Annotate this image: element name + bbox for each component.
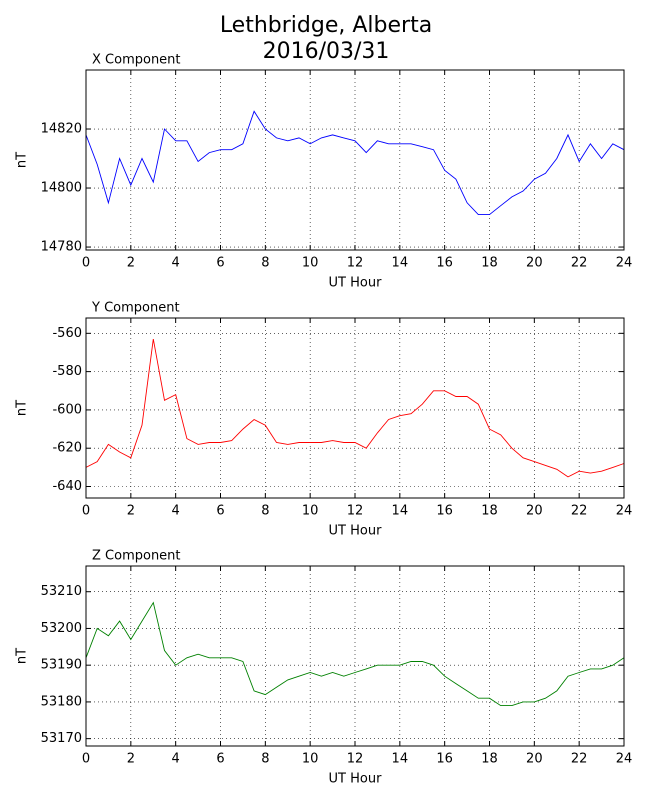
x-tick-label: 10 (302, 256, 319, 271)
y-tick-label: 53170 (41, 731, 82, 746)
x-tick-label: 8 (261, 256, 269, 271)
x-tick-label: 8 (261, 752, 269, 767)
data-line (85, 601, 625, 707)
y-tick-label: -600 (52, 402, 82, 417)
x-tick-label: 20 (526, 504, 543, 519)
x-tick-label: 16 (436, 752, 453, 767)
x-tick-label: 18 (481, 752, 498, 767)
x-tick-label: 0 (82, 504, 90, 519)
plot-frame (85, 317, 625, 499)
x-tick-label: 2 (127, 752, 135, 767)
y-tick-label: 53180 (41, 694, 82, 709)
y-tick-label: 14780 (41, 240, 82, 255)
x-tick-label: 2 (127, 504, 135, 519)
y-axis-label: nT (15, 648, 30, 664)
x-tick-label: 20 (526, 752, 543, 767)
x-tick-label: 2 (127, 256, 135, 271)
x-tick-label: 20 (526, 256, 543, 271)
plot-frame (85, 565, 625, 747)
y-tick-label: 14800 (41, 181, 82, 196)
x-tick-label: 24 (616, 256, 633, 271)
panel-title: Y Component (91, 301, 180, 316)
x-tick-label: 4 (172, 504, 180, 519)
x-tick-label: 10 (302, 752, 319, 767)
x-tick-label: 6 (216, 504, 224, 519)
x-tick-label: 16 (436, 256, 453, 271)
y-tick-label: 53190 (41, 658, 82, 673)
x-tick-label: 10 (302, 504, 319, 519)
x-tick-label: 16 (436, 504, 453, 519)
x-tick-label: 18 (481, 256, 498, 271)
x-tick-label: 4 (172, 256, 180, 271)
x-tick-label: 24 (616, 504, 633, 519)
x-axis-label: UT Hour (329, 524, 383, 539)
x-tick-label: 4 (172, 752, 180, 767)
x-tick-label: 8 (261, 504, 269, 519)
x-tick-label: 12 (347, 504, 364, 519)
y-tick-label: -580 (52, 364, 82, 379)
x-axis-label: UT Hour (329, 276, 383, 291)
x-tick-label: 18 (481, 504, 498, 519)
x-tick-label: 0 (82, 752, 90, 767)
panel-title: X Component (92, 53, 181, 68)
y-tick-label: -640 (52, 479, 82, 494)
x-tick-label: 6 (216, 256, 224, 271)
x-tick-label: 12 (347, 256, 364, 271)
x-tick-label: 22 (571, 752, 588, 767)
y-tick-label: 14820 (41, 122, 82, 137)
x-tick-label: 24 (616, 752, 633, 767)
x-axis-label: UT Hour (329, 772, 383, 787)
x-tick-label: 12 (347, 752, 364, 767)
data-line (85, 339, 625, 478)
x-tick-label: 14 (392, 504, 409, 519)
y-tick-label: 53210 (41, 584, 82, 599)
y-tick-label: 53200 (41, 621, 82, 636)
y-axis-label: nT (15, 400, 30, 416)
data-line (85, 110, 625, 216)
panel-title: Z Component (92, 549, 181, 564)
x-tick-label: 0 (82, 256, 90, 271)
figure-title: Lethbridge, Alberta (220, 13, 432, 38)
plot-frame (85, 69, 625, 251)
figure-subtitle: 2016/03/31 (263, 39, 390, 64)
x-tick-label: 22 (571, 256, 588, 271)
y-tick-label: -560 (52, 326, 82, 341)
x-tick-label: 14 (392, 752, 409, 767)
y-tick-label: -620 (52, 441, 82, 456)
x-tick-label: 14 (392, 256, 409, 271)
y-axis-label: nT (15, 152, 30, 168)
x-tick-label: 22 (571, 504, 588, 519)
x-tick-label: 6 (216, 752, 224, 767)
